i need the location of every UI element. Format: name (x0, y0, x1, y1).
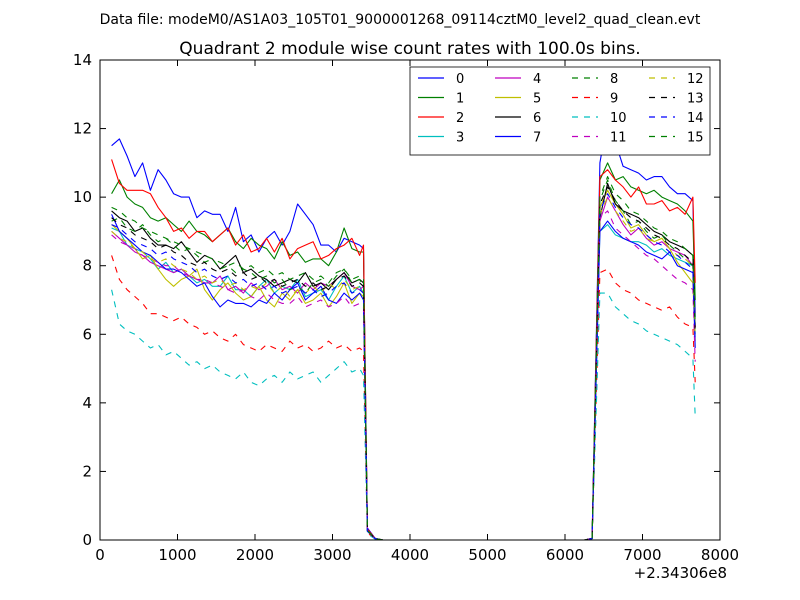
figure-suptitle: Data file: modeM0/AS1A03_105T01_90000012… (100, 12, 701, 28)
x-tick-label: 8000 (701, 546, 739, 564)
series-line-10 (111, 289, 696, 541)
x-tick-label: 0 (95, 546, 105, 564)
legend-label-8: 8 (610, 72, 618, 87)
legend-label-11: 11 (610, 131, 627, 146)
x-axis: 0 1000 2000 3000 4000 5000 6000 7000 8000 (95, 60, 739, 564)
legend-label-7: 7 (533, 131, 541, 146)
y-tick-label: 8 (82, 257, 92, 275)
x-tick-label: 3000 (313, 546, 351, 564)
legend-label-9: 9 (610, 92, 618, 107)
x-tick-label: 5000 (468, 546, 506, 564)
legend-label-10: 10 (610, 111, 627, 126)
legend-label-5: 5 (533, 92, 541, 107)
chart-title: Quadrant 2 module wise count rates with … (179, 39, 640, 59)
series-line-9 (111, 255, 696, 541)
x-tick-label: 4000 (391, 546, 429, 564)
x-tick-label: 6000 (546, 546, 584, 564)
legend-label-15: 15 (687, 131, 704, 146)
legend-frame (409, 66, 711, 156)
legend-label-3: 3 (456, 131, 464, 146)
y-tick-label: 14 (73, 51, 92, 69)
y-tick-label: 12 (73, 120, 92, 138)
y-tick-label: 4 (82, 394, 92, 412)
legend-label-13: 13 (687, 92, 704, 107)
y-tick-label: 0 (82, 531, 92, 549)
legend-label-0: 0 (456, 72, 464, 87)
y-tick-label: 2 (82, 462, 92, 480)
x-axis-offset-label: +2.34306e8 (634, 564, 727, 582)
legend-label-14: 14 (687, 111, 704, 126)
legend-label-12: 12 (687, 72, 704, 87)
y-tick-label: 6 (82, 325, 92, 343)
legend-label-4: 4 (533, 72, 541, 87)
x-tick-label: 2000 (236, 546, 274, 564)
legend-label-6: 6 (533, 111, 541, 126)
legend-label-2: 2 (456, 111, 464, 126)
y-tick-label: 10 (73, 188, 92, 206)
x-tick-label: 7000 (623, 546, 661, 564)
x-tick-label: 1000 (158, 546, 196, 564)
legend-label-1: 1 (456, 92, 464, 107)
